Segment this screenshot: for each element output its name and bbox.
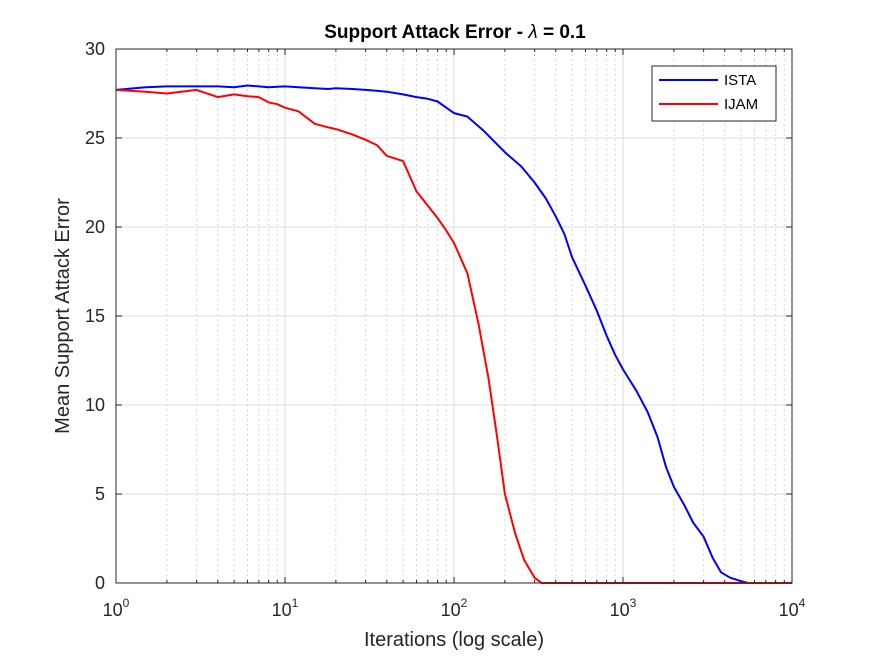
y-tick-labels: 0 5 10 15 20 25 30: [85, 39, 105, 593]
series-line-ista: [115, 84, 792, 584]
y-tick-label: 20: [85, 217, 105, 237]
y-tick-label: 15: [85, 306, 105, 326]
x-tick-label: 104: [779, 596, 806, 620]
x-axis-label: Iterations (log scale): [364, 629, 544, 651]
legend: ISTA IJAM: [651, 65, 777, 122]
y-tick-label: 30: [85, 39, 105, 59]
y-tick-label: 0: [95, 573, 105, 593]
legend-box: [651, 65, 777, 122]
chart-title: Support Attack Error - λ = 0.1: [324, 22, 586, 43]
legend-label-ista: ISTA: [724, 72, 756, 89]
x-tick-label: 102: [441, 596, 468, 620]
y-tick-label: 10: [85, 395, 105, 415]
legend-label-ijam: IJAM: [724, 96, 758, 113]
y-tick-label: 25: [85, 128, 105, 148]
series-line-ijam: [115, 88, 792, 584]
x-tick-labels: 100 101 102 103 104: [103, 596, 806, 620]
y-tick-label: 5: [95, 484, 105, 504]
x-tick-label: 103: [610, 596, 637, 620]
x-tick-label: 100: [103, 596, 130, 620]
axis-ticks: [115, 48, 792, 584]
x-tick-label: 101: [272, 596, 299, 620]
grid: [115, 48, 792, 584]
y-axis-label: Mean Support Attack Error: [52, 198, 74, 434]
plot-lines: [115, 84, 792, 584]
